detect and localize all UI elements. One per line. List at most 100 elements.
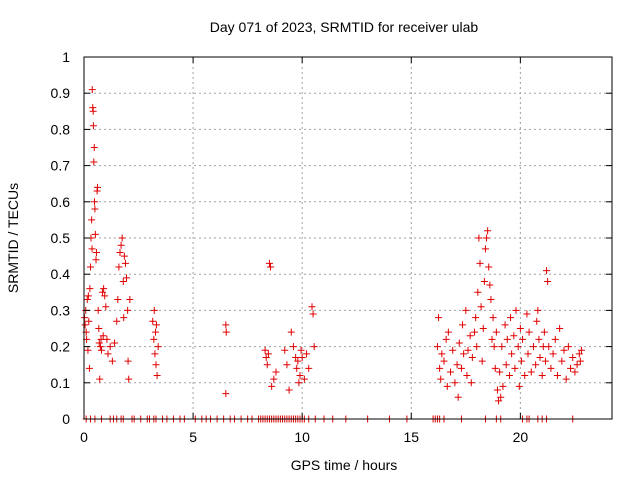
data-point: [460, 350, 468, 358]
data-point: [553, 372, 561, 380]
data-point: [519, 335, 527, 343]
data-point: [449, 346, 457, 354]
data-point: [499, 382, 507, 390]
data-point: [498, 343, 506, 351]
data-point: [85, 317, 93, 325]
data-point: [113, 317, 121, 325]
x-tick-label: 20: [513, 429, 529, 445]
data-point: [435, 314, 443, 322]
data-point: [123, 274, 131, 282]
data-point: [488, 335, 496, 343]
data-point: [540, 328, 548, 336]
data-point: [459, 321, 467, 329]
data-point: [464, 346, 472, 354]
data-point: [514, 343, 522, 351]
data-point: [99, 288, 107, 296]
data-point: [125, 375, 133, 383]
data-point: [438, 350, 446, 358]
data-point: [512, 306, 520, 314]
y-tick-label: 0.9: [51, 85, 71, 101]
data-point: [309, 310, 317, 318]
data-point: [556, 325, 564, 332]
data-point: [517, 357, 525, 365]
chart-title: Day 071 of 2023, SRMTID for receiver ula…: [210, 19, 479, 35]
data-point: [524, 350, 532, 358]
data-point: [84, 346, 92, 354]
data-point: [101, 292, 109, 300]
data-point: [575, 350, 583, 358]
data-point: [505, 372, 513, 380]
data-point: [91, 230, 99, 238]
data-point: [289, 343, 297, 351]
data-point: [508, 350, 516, 358]
data-point: [115, 263, 123, 271]
data-point: [287, 328, 295, 336]
data-point: [523, 310, 531, 318]
data-point: [124, 357, 132, 365]
data-point: [111, 339, 119, 347]
data-point: [491, 364, 499, 372]
data-point: [547, 364, 555, 372]
y-tick-label: 0.5: [51, 230, 71, 246]
data-point: [468, 353, 476, 361]
data-point: [310, 343, 318, 351]
data-point: [478, 357, 486, 365]
data-point: [471, 328, 479, 336]
y-tick-label: 1: [62, 49, 70, 65]
data-point: [549, 350, 557, 358]
data-point: [270, 375, 278, 383]
x-tick-labels: 0 5 10 15 20: [80, 429, 528, 445]
data-point: [487, 296, 495, 304]
data-point: [88, 216, 96, 224]
data-point: [536, 353, 544, 361]
data-point: [150, 306, 158, 314]
data-point: [538, 372, 546, 380]
data-point: [124, 306, 132, 314]
data-point: [272, 368, 280, 376]
data-point: [492, 328, 500, 336]
data-point: [152, 361, 160, 369]
data-point: [114, 296, 122, 304]
data-point: [510, 332, 518, 340]
data-point: [527, 368, 535, 376]
data-point: [102, 303, 110, 311]
y-tick-labels: 0 0.1 0.2 0.3 0.4 0.5 0.6 0.7 0.8 0.9 1: [51, 49, 71, 427]
data-point: [476, 259, 484, 267]
data-point: [120, 314, 128, 322]
data-point: [577, 346, 585, 354]
data-point: [475, 234, 483, 242]
data-point: [84, 292, 92, 300]
data-point: [433, 343, 441, 351]
data-point: [88, 86, 96, 94]
data-point: [108, 357, 116, 365]
data-point: [95, 339, 103, 347]
data-point: [535, 335, 543, 343]
y-tick-label: 0: [62, 411, 70, 427]
data-point: [263, 361, 271, 369]
data-point: [477, 303, 485, 311]
data-point: [451, 379, 459, 387]
x-tick-label: 15: [403, 429, 419, 445]
data-point: [262, 353, 270, 361]
data-point: [90, 144, 98, 151]
data-point: [126, 296, 134, 304]
data-point: [493, 386, 501, 394]
data-point: [151, 350, 159, 358]
data-point: [267, 263, 275, 271]
data-point: [154, 343, 162, 351]
data-point: [150, 335, 158, 343]
y-axis-label: SRMTID / TECUs: [5, 183, 21, 293]
data-point: [437, 375, 445, 383]
data-point: [447, 368, 455, 376]
data-point: [573, 361, 581, 369]
data-point: [308, 303, 316, 311]
data-point: [296, 372, 304, 380]
data-point: [533, 317, 541, 325]
data-point: [576, 357, 584, 365]
data-point: [511, 364, 519, 372]
data-point: [496, 368, 504, 376]
data-point: [104, 350, 112, 358]
data-point: [457, 364, 465, 372]
data-point: [484, 227, 492, 235]
